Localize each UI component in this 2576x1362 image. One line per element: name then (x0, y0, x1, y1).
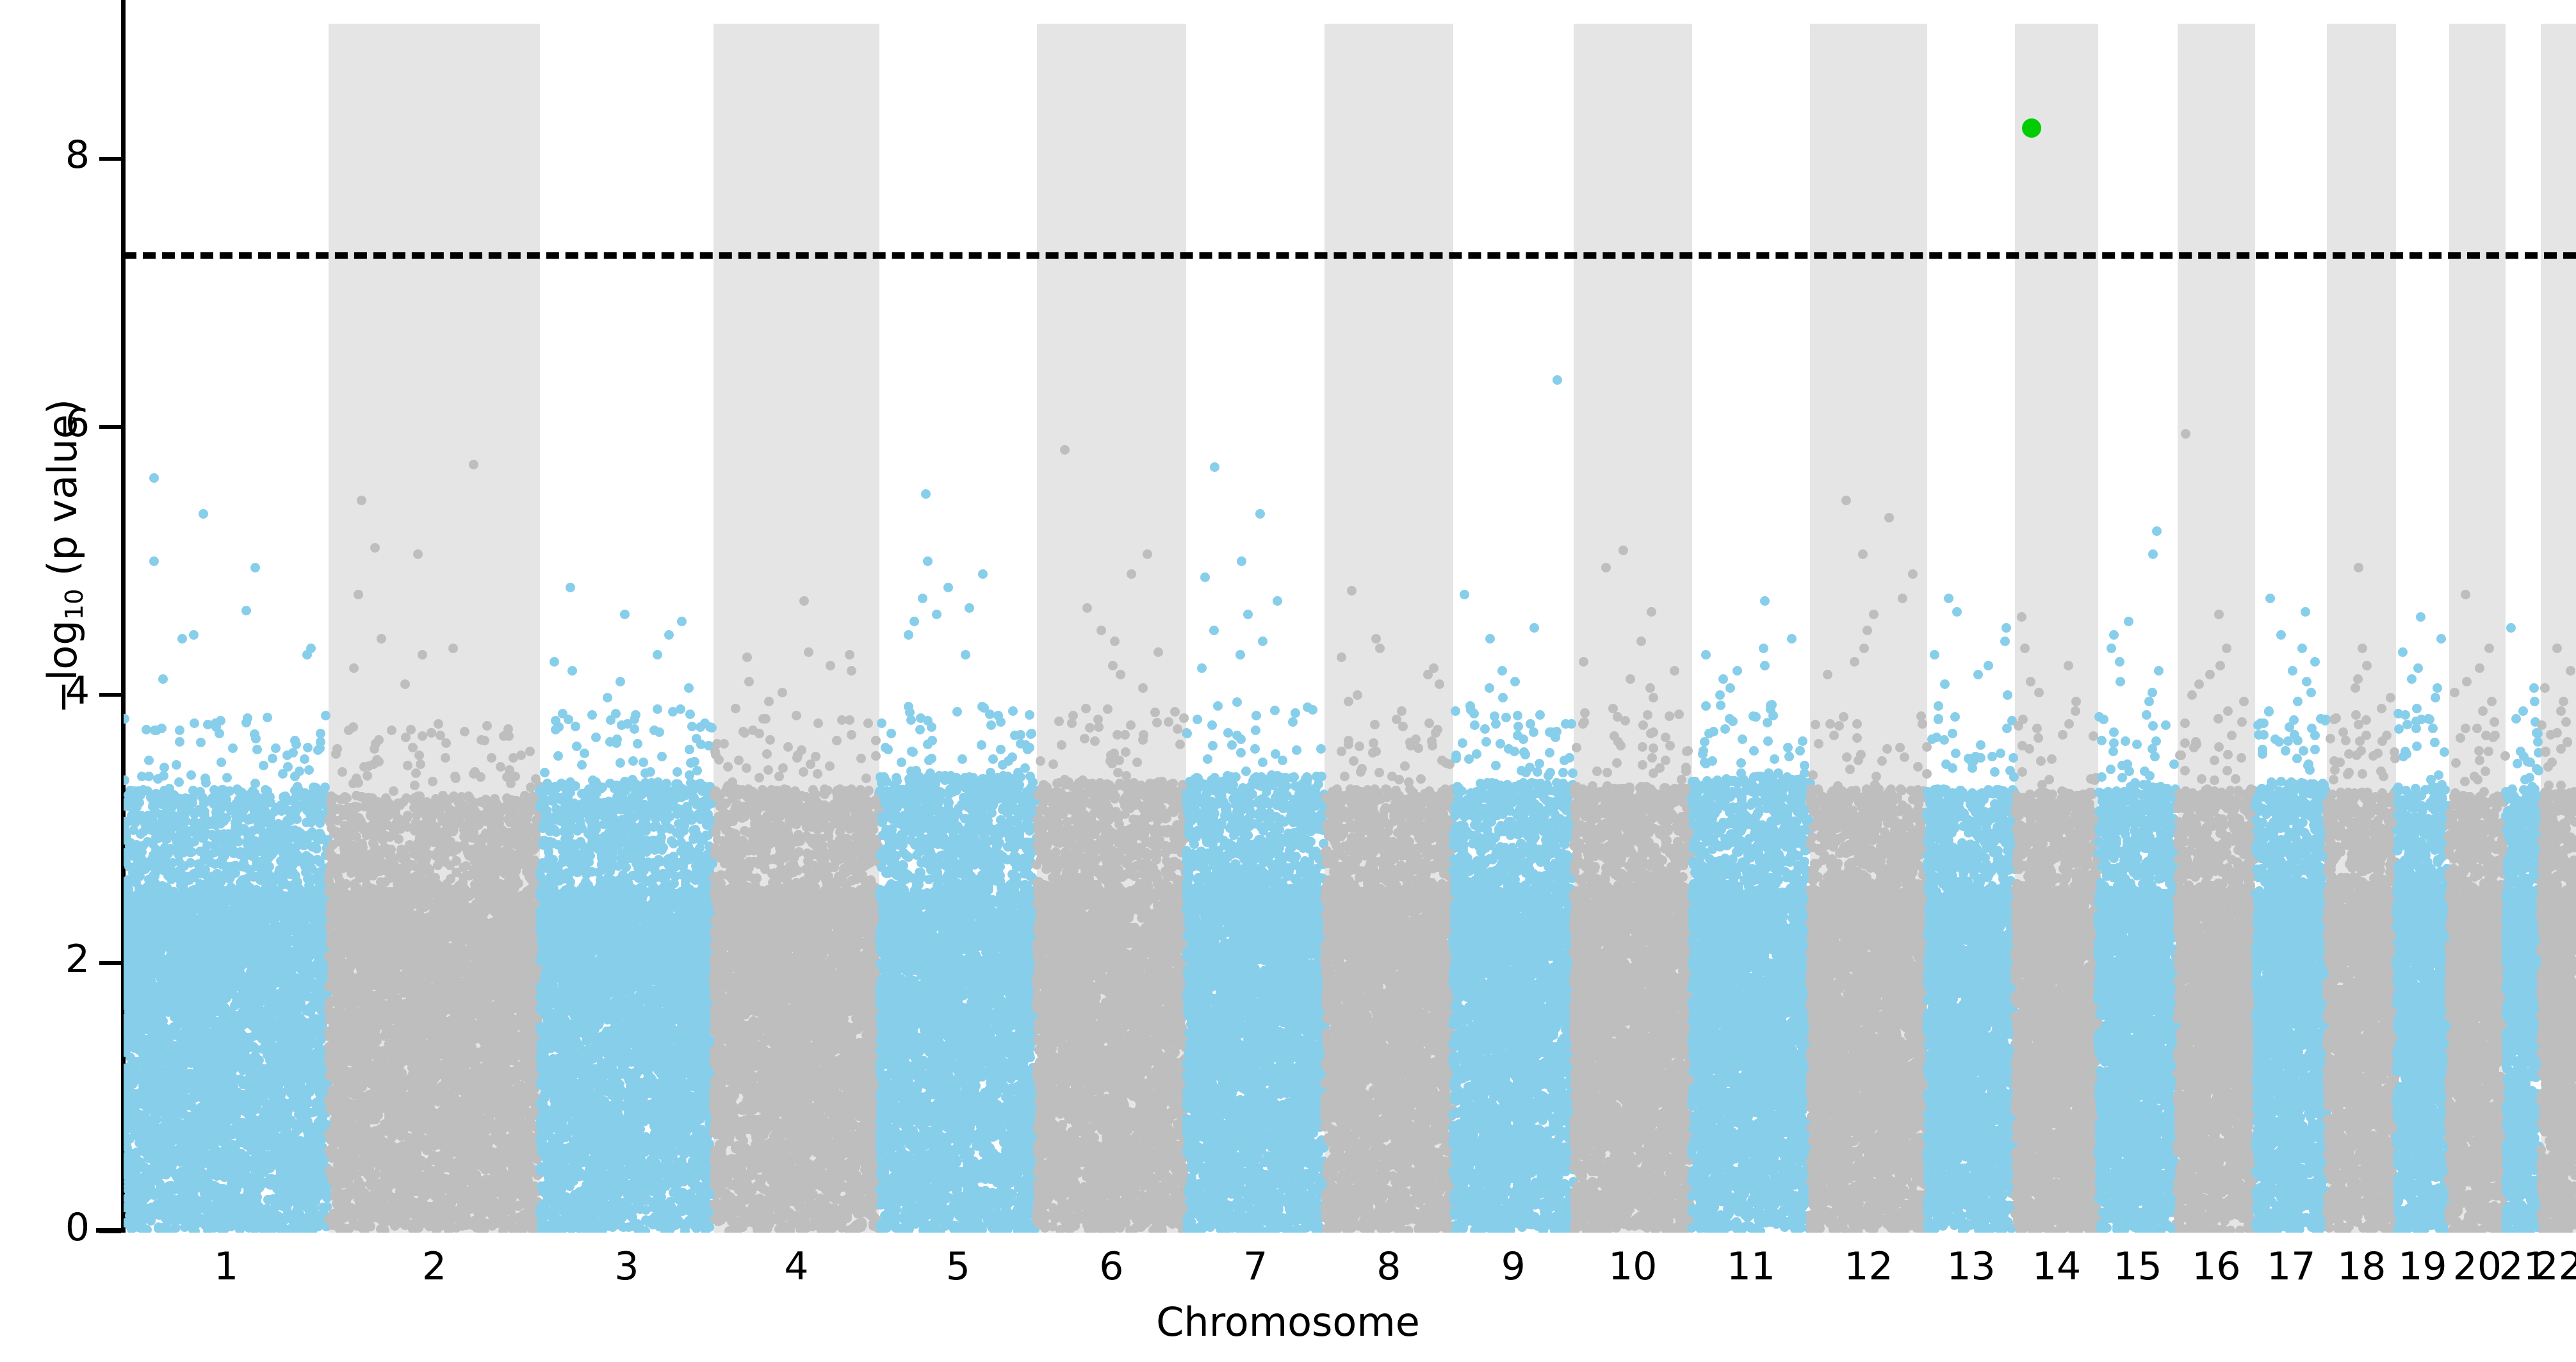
x-tick-label-chr15: 15 (2114, 1247, 2162, 1286)
y-tick-mark-2 (99, 961, 121, 965)
x-tick-label-chr6: 6 (1099, 1247, 1123, 1286)
x-tick-label-chr20: 20 (2453, 1247, 2502, 1286)
x-tick-label-chr14: 14 (2032, 1247, 2081, 1286)
y-axis-title: −log10 (p value) (39, 281, 89, 832)
x-tick-label-chr7: 7 (1243, 1247, 1268, 1286)
y-tick-mark-4 (99, 693, 121, 697)
y-tick-label-4: 4 (0, 672, 90, 710)
x-axis-spine (96, 1228, 123, 1233)
y-tick-mark-6 (99, 425, 121, 429)
y-tick-label-8: 8 (0, 136, 90, 174)
y-tick-label-0: 0 (0, 1208, 90, 1247)
y-tick-label-2: 2 (0, 940, 90, 978)
x-tick-label-chr17: 17 (2267, 1247, 2315, 1286)
x-tick-label-chr4: 4 (784, 1247, 808, 1286)
overlay-layer (124, 0, 2576, 1233)
highlighted-significant-snp (2022, 118, 2041, 138)
x-tick-label-chr3: 3 (614, 1247, 639, 1286)
x-tick-label-chr22: 22 (2534, 1247, 2576, 1286)
x-tick-label-chr9: 9 (1501, 1247, 1526, 1286)
x-tick-label-chr5: 5 (946, 1247, 970, 1286)
x-tick-label-chr10: 10 (1608, 1247, 1657, 1286)
x-tick-label-chr13: 13 (1946, 1247, 1995, 1286)
significance-threshold-line (124, 252, 2576, 259)
y-tick-mark-8 (99, 157, 121, 161)
plot-area (124, 0, 2576, 1233)
x-axis-title: Chromosome (0, 1299, 2576, 1345)
x-tick-label-chr11: 11 (1727, 1247, 1775, 1286)
x-tick-label-chr2: 2 (422, 1247, 446, 1286)
x-tick-label-chr16: 16 (2192, 1247, 2240, 1286)
x-tick-label-chr1: 1 (214, 1247, 238, 1286)
y-axis-title-subscript: 10 (60, 588, 89, 620)
x-tick-label-chr19: 19 (2398, 1247, 2447, 1286)
y-tick-label-6: 6 (0, 404, 90, 442)
x-tick-label-chr12: 12 (1844, 1247, 1893, 1286)
x-tick-label-chr8: 8 (1376, 1247, 1401, 1286)
x-tick-label-chr18: 18 (2337, 1247, 2386, 1286)
